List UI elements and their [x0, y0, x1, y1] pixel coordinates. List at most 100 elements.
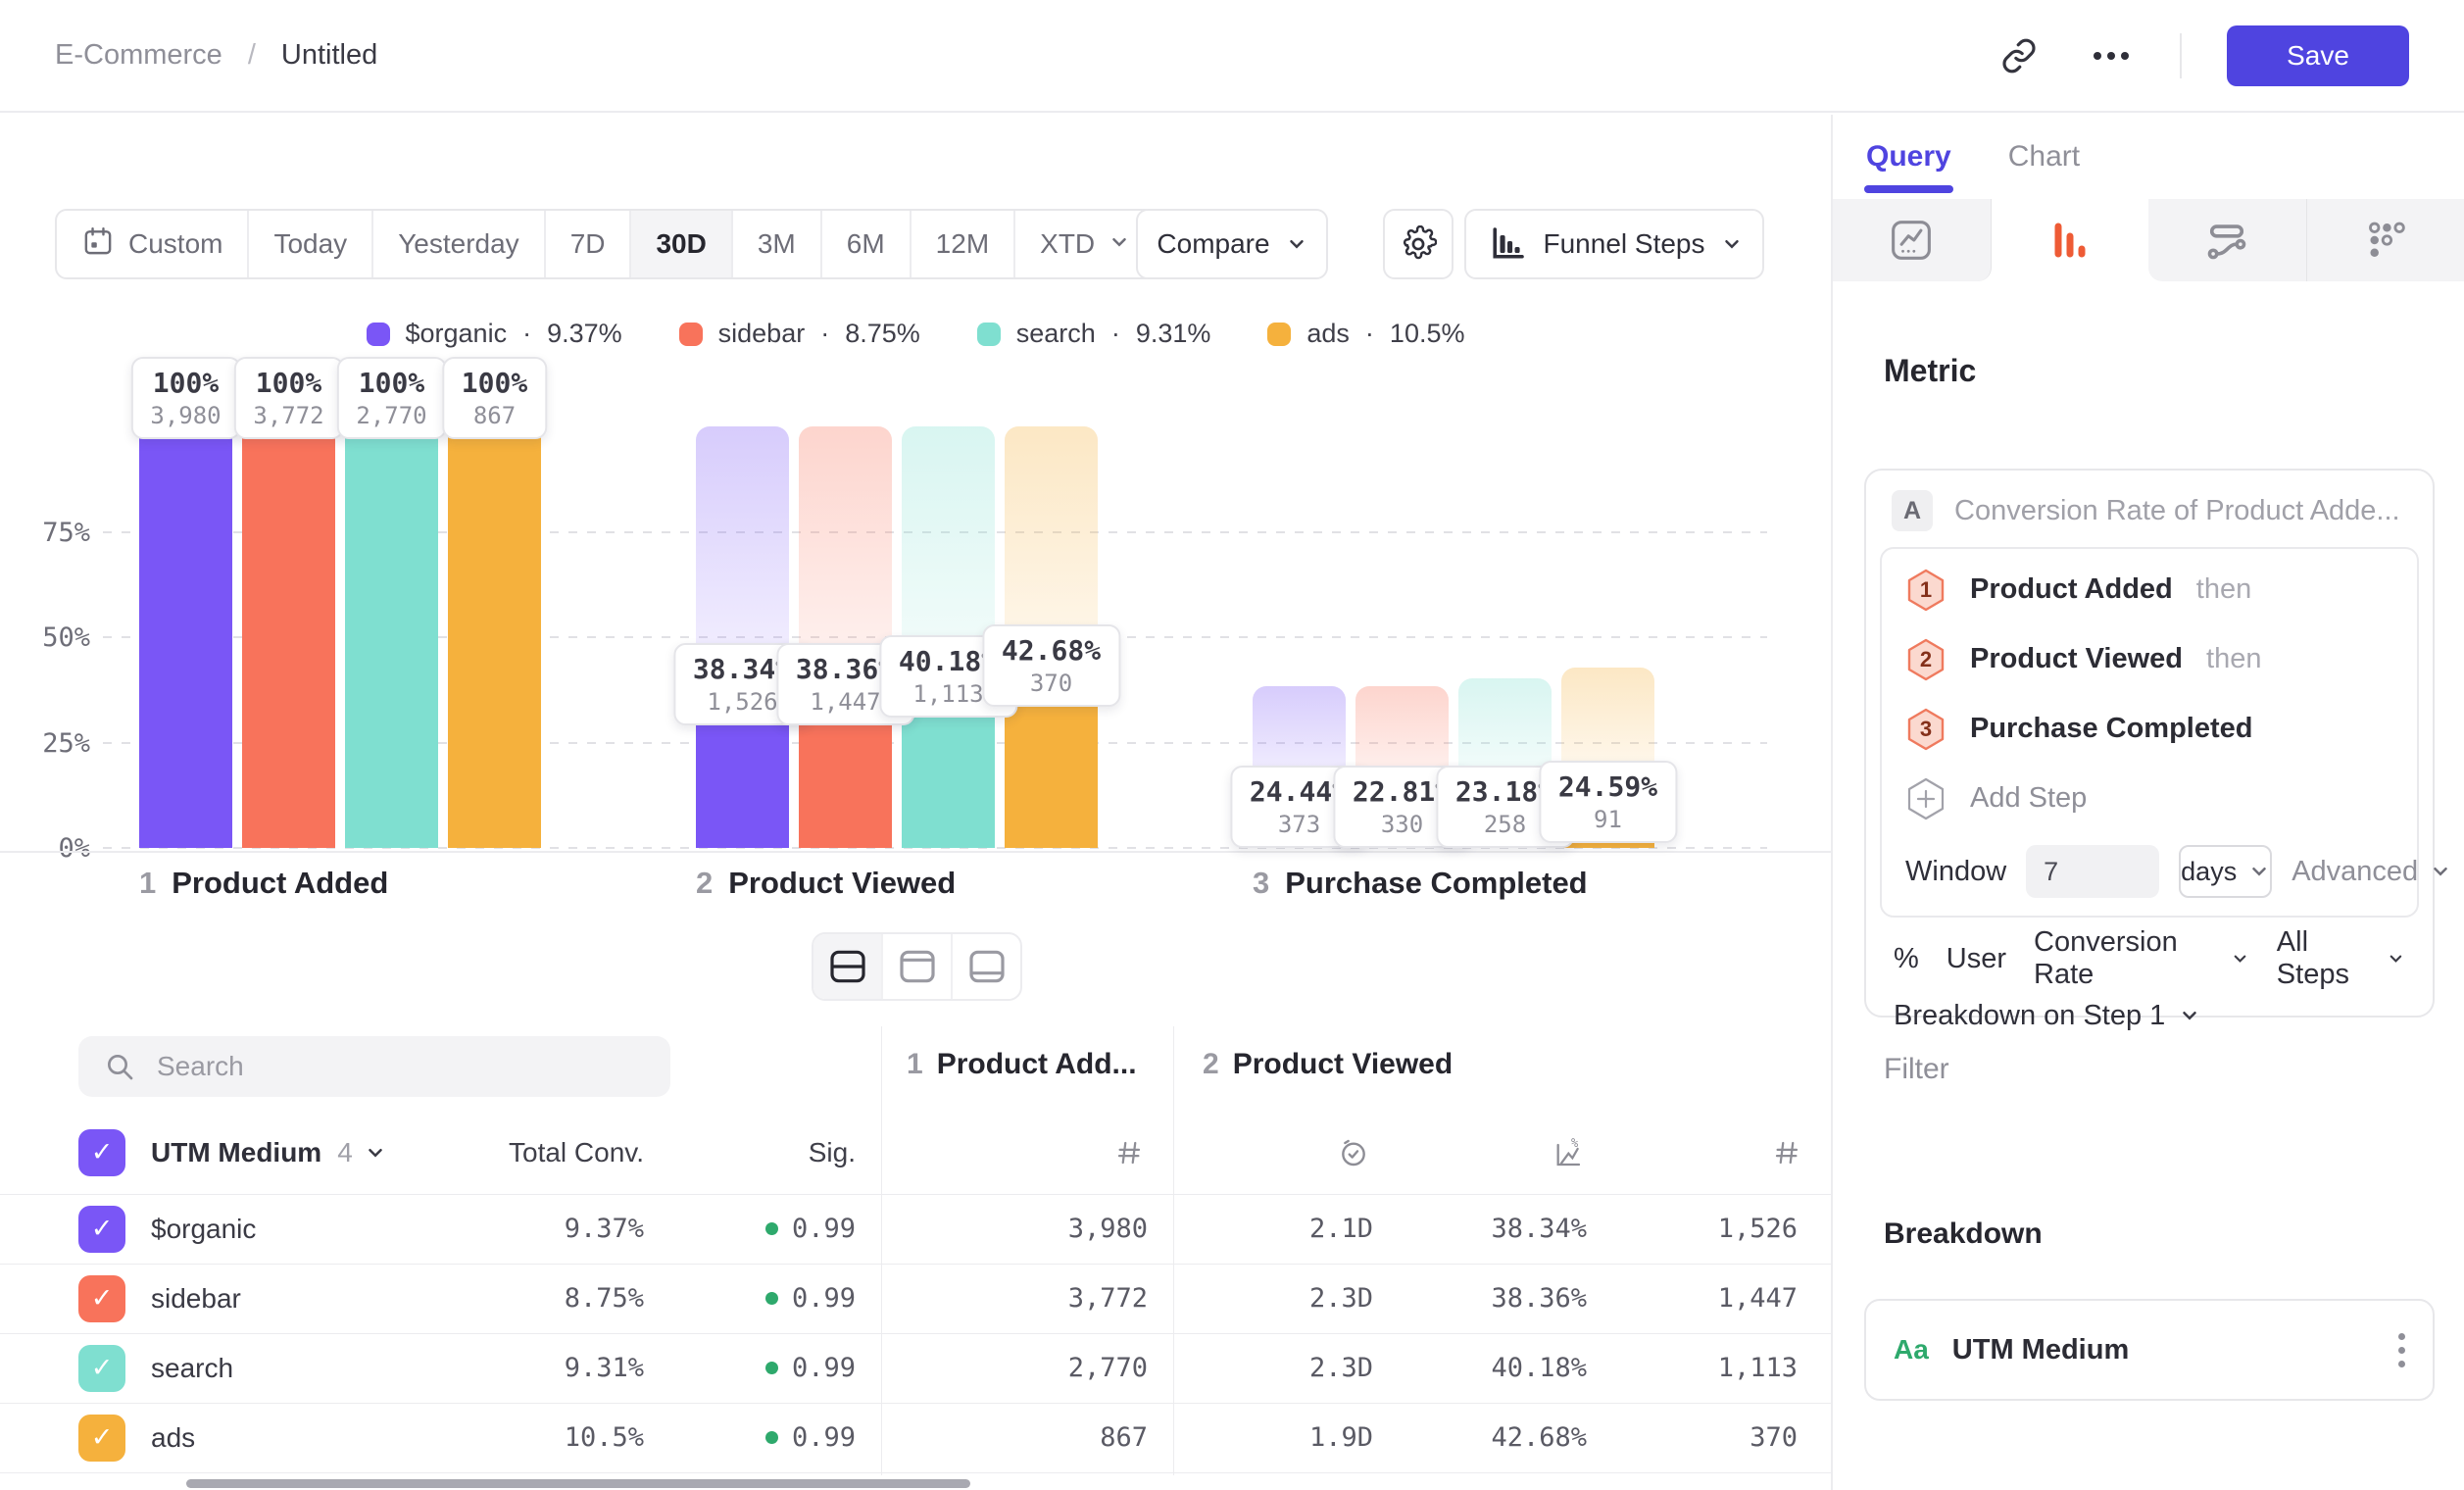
window-unit-dropdown[interactable]: days: [2179, 845, 2273, 898]
row-name-cell: ✓ $organic: [0, 1205, 448, 1253]
layout-table-only-button[interactable]: [953, 934, 1020, 999]
save-button[interactable]: Save: [2227, 25, 2409, 86]
legend-rate: 10.5%: [1389, 319, 1465, 348]
date-range-custom[interactable]: Custom: [57, 211, 250, 277]
table-header-row: ✓ UTM Medium 4 Total Conv. Sig.: [0, 1111, 1831, 1194]
copy-link-icon[interactable]: [1996, 32, 2043, 79]
advanced-dropdown[interactable]: Advanced: [2292, 856, 2451, 888]
breakdown-on-dropdown[interactable]: Breakdown on Step 1: [1880, 984, 2419, 1041]
report-tab-insights[interactable]: [1833, 199, 1992, 281]
measurement-metric-dropdown[interactable]: Conversion Rate: [2034, 926, 2249, 991]
insights-icon: [1892, 221, 1932, 260]
step-number-badge: 1: [1905, 568, 1947, 613]
group-title-num: 2: [1203, 1048, 1219, 1080]
report-tab-funnel[interactable]: [1991, 199, 2148, 281]
date-range-xtd[interactable]: XTD: [1015, 211, 1155, 277]
tab-query[interactable]: Query: [1864, 115, 1953, 199]
breakdown-item[interactable]: Aa UTM Medium: [1864, 1299, 2435, 1401]
window-value-input[interactable]: [2026, 845, 2160, 898]
funnel-step-row-1[interactable]: 1 Product Added then: [1882, 555, 2417, 624]
conversion-window-row: Window days Advanced: [1882, 833, 2447, 910]
conv-rate-header[interactable]: %: [1399, 1137, 1612, 1168]
conv-rate-cell: 42.68%: [1491, 1422, 1587, 1453]
step2-count-cell: 1,526: [1717, 1214, 1798, 1244]
breadcrumb-parent[interactable]: E-Commerce: [55, 39, 222, 71]
date-range-6m[interactable]: 6M: [822, 211, 912, 277]
table-row[interactable]: ✓ $organic 9.37% 0.99 3,980 2.1D 38.34% 1,526: [0, 1194, 1831, 1264]
search-input[interactable]: [155, 1050, 629, 1083]
row-checkbox[interactable]: ✓: [78, 1344, 125, 1392]
report-type-tabs: [1833, 199, 2464, 281]
table-row[interactable]: ✓ ads 10.5% 0.99 867 1.9D 42.68% 370: [0, 1403, 1831, 1472]
row-checkbox[interactable]: ✓: [78, 1414, 125, 1462]
funnel-chart: 75% 50% 25% 0% 100% 3,980 100% 3,772 100% 2,770 10…: [0, 357, 1831, 900]
legend-name: sidebar: [717, 319, 806, 348]
date-range-30d[interactable]: 30D: [631, 211, 733, 277]
measurement-scope-dropdown[interactable]: All Steps: [2277, 926, 2405, 991]
sig-header[interactable]: Sig.: [808, 1136, 856, 1167]
avg-time-header[interactable]: [1173, 1137, 1399, 1168]
layout-chart-only-button[interactable]: [883, 934, 953, 999]
chart-view-selector[interactable]: Funnel Steps: [1464, 209, 1764, 279]
date-range-today[interactable]: Today: [249, 211, 374, 277]
sig-cell: 0.99: [669, 1353, 881, 1383]
funnel-bar[interactable]: [242, 426, 335, 848]
legend-rate: 8.75%: [845, 319, 920, 348]
table-row[interactable]: ✓ sidebar 8.75% 0.99 3,772 2.3D 38.36% 1,447: [0, 1264, 1831, 1333]
step1-count-header[interactable]: [881, 1138, 1173, 1167]
funnel-bar[interactable]: [448, 426, 541, 848]
tab-chart[interactable]: Chart: [2007, 140, 2081, 173]
select-all-checkbox[interactable]: ✓: [78, 1128, 125, 1176]
metric-title-row[interactable]: A Conversion Rate of Product Adde...: [1880, 488, 2419, 533]
layout-split-button[interactable]: [813, 934, 883, 999]
breadcrumb: E-Commerce / Untitled: [55, 39, 377, 72]
date-range-label: Today: [273, 228, 348, 259]
report-tab-retention[interactable]: [2306, 199, 2464, 281]
add-step-button[interactable]: Add Step: [1882, 764, 2417, 833]
step2-count-header[interactable]: [1612, 1138, 1831, 1167]
measurement-entity[interactable]: User: [1946, 942, 2007, 974]
date-range-3m[interactable]: 3M: [733, 211, 822, 277]
step-event-name: Product Viewed: [1970, 643, 2184, 674]
flows-icon: [2207, 224, 2246, 260]
bar-pct: 100%: [152, 367, 220, 399]
legend-item-ads[interactable]: ads · 10.5%: [1267, 319, 1464, 349]
funnel-bar[interactable]: [345, 426, 438, 848]
funnel-step-row-3[interactable]: 3 Purchase Completed: [1882, 694, 2417, 764]
funnel-steps-card: 1 Product Added then 2 Product Viewed then 3 Pu…: [1880, 547, 2447, 918]
legend-item-sidebar[interactable]: sidebar · 8.75%: [678, 319, 920, 349]
legend-item-organic[interactable]: $organic · 9.37%: [366, 319, 622, 349]
measurement-prefix[interactable]: %: [1894, 942, 1919, 974]
date-range-yesterday[interactable]: Yesterday: [373, 211, 546, 277]
report-tab-flows[interactable]: [2148, 199, 2307, 281]
date-range-label: 6M: [846, 228, 885, 259]
compare-button[interactable]: Compare: [1136, 209, 1328, 279]
sig-dot: [764, 1362, 778, 1374]
table-row[interactable]: ✓ search 9.31% 0.99 2,770 2.3D 40.18% 1,113: [0, 1333, 1831, 1403]
more-options-icon[interactable]: [2088, 32, 2135, 79]
breakdown-header-cell[interactable]: ✓ UTM Medium 4: [0, 1128, 448, 1176]
breadcrumb-current[interactable]: Untitled: [280, 39, 378, 71]
chart-settings-button[interactable]: [1383, 209, 1454, 279]
funnel-step-label: 2 Product Viewed: [696, 866, 956, 901]
y-axis-tick: 50%: [42, 622, 90, 653]
funnel-bar[interactable]: [139, 426, 232, 848]
row-checkbox[interactable]: ✓: [78, 1205, 125, 1253]
horizontal-scrollbar[interactable]: [186, 1479, 970, 1488]
funnel-step-row-2[interactable]: 2 Product Viewed then: [1882, 624, 2417, 694]
step1-count-cell: 3,772: [1067, 1283, 1148, 1314]
bar-pct: 100%: [461, 367, 528, 399]
row-label: sidebar: [151, 1282, 241, 1314]
date-range-7d[interactable]: 7D: [546, 211, 632, 277]
total-conv-header[interactable]: Total Conv.: [509, 1136, 644, 1167]
date-range-label: Custom: [128, 228, 223, 259]
kebab-menu-icon[interactable]: [2398, 1332, 2405, 1367]
date-range-12m[interactable]: 12M: [912, 211, 1016, 277]
bar-count: 1,113: [912, 680, 984, 709]
row-checkbox[interactable]: ✓: [78, 1274, 125, 1322]
chevron-down-icon: [2234, 955, 2246, 963]
legend-item-search[interactable]: search · 9.31%: [976, 319, 1210, 349]
conversion-rate-icon: %: [1556, 1137, 1581, 1166]
step-number: 3: [1253, 866, 1270, 900]
metric-card: A Conversion Rate of Product Adde... 1 Pr…: [1864, 469, 2447, 1031]
